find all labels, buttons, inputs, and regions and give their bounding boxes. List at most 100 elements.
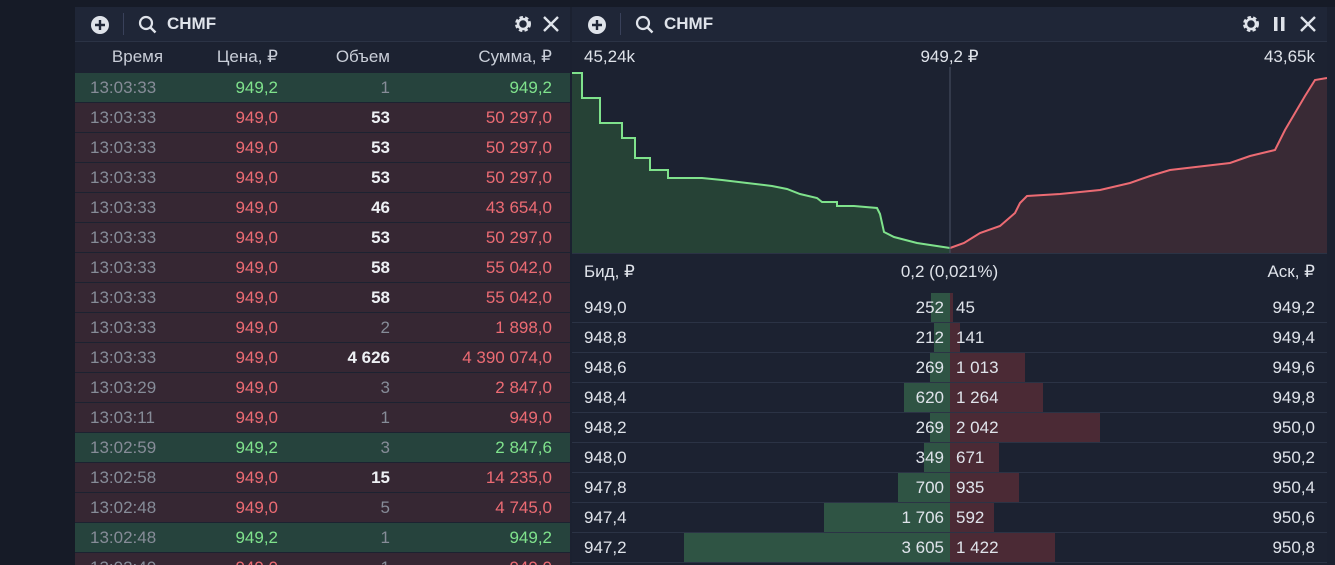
bid-volume: 700 xyxy=(915,478,944,497)
trade-sum: 50 297,0 xyxy=(485,168,552,187)
trade-volume: 5 xyxy=(380,498,390,517)
trade-time: 13:03:33 xyxy=(90,228,157,247)
trade-row: 13:03:11 949,0 1 949,0 xyxy=(75,403,570,433)
trade-sum: 4 390 074,0 xyxy=(462,348,552,367)
ticker[interactable]: CHMF xyxy=(664,14,714,33)
ask-volume: 45 xyxy=(956,298,975,317)
trade-sum: 1 898,0 xyxy=(495,318,552,337)
orderbook-panel: CHMF 45,24k 949,2 ₽ 43,65k Бид, ₽ 0,2 (0… xyxy=(572,7,1327,565)
ask-volume-bar xyxy=(950,503,994,532)
bid-depth-line xyxy=(572,72,951,249)
bid-volume-bar xyxy=(684,533,950,562)
trade-sum: 50 297,0 xyxy=(485,108,552,127)
ticker[interactable]: CHMF xyxy=(167,14,217,33)
column-header: Цена, ₽ xyxy=(216,47,278,66)
pause-icon[interactable] xyxy=(1270,15,1288,33)
trade-volume: 4 626 xyxy=(347,348,390,367)
bid-price: 947,4 xyxy=(584,508,627,527)
trade-price: 949,2 xyxy=(235,78,278,97)
bid-volume-bar xyxy=(898,473,950,502)
top-strip xyxy=(0,0,1335,7)
trade-time: 13:02:48 xyxy=(90,498,157,517)
trade-sum: 50 297,0 xyxy=(485,138,552,157)
ask-volume: 1 264 xyxy=(956,388,999,407)
bid-volume: 1 706 xyxy=(901,508,944,527)
bid-volume: 269 xyxy=(915,358,944,377)
orderbook-row: 948,6 269 1 013 949,6 xyxy=(572,353,1327,383)
bid-volume: 349 xyxy=(915,448,944,467)
trade-row: 13:03:29 949,0 3 2 847,0 xyxy=(75,373,570,403)
trade-price: 949,0 xyxy=(235,498,278,517)
mid-price: 949,2 ₽ xyxy=(920,47,979,66)
bid-price: 948,6 xyxy=(584,358,627,377)
ask-header: Аск, ₽ xyxy=(1267,262,1315,281)
settings-icon[interactable] xyxy=(1241,14,1261,34)
close-icon[interactable] xyxy=(542,15,560,33)
column-header: Время xyxy=(111,47,164,66)
trade-sum: 4 745,0 xyxy=(495,498,552,517)
trade-sum: 2 847,0 xyxy=(495,378,552,397)
panel-header: CHMF xyxy=(572,7,1327,42)
settings-icon[interactable] xyxy=(513,14,533,34)
panel-header: CHMF xyxy=(75,7,570,42)
trade-price: 949,0 xyxy=(235,228,278,247)
depth-chart xyxy=(572,67,1327,253)
trade-price: 949,0 xyxy=(235,258,278,277)
trade-time: 13:02:58 xyxy=(90,468,157,487)
trade-sum: 43 654,0 xyxy=(485,198,552,217)
ask-price: 950,2 xyxy=(1272,448,1315,467)
trade-volume: 1 xyxy=(381,553,390,565)
trade-row: 13:03:33 949,0 53 50 297,0 xyxy=(75,133,570,163)
trade-volume: 3 xyxy=(380,378,390,397)
bid-volume: 252 xyxy=(915,298,944,317)
ask-volume-bar xyxy=(950,443,1000,472)
trades-panel: CHMF Время Цена, ₽ Объем Сумма, ₽ 13:03:33 9… xyxy=(75,7,570,565)
ask-price: 949,6 xyxy=(1272,358,1315,377)
bid-header: Бид, ₽ xyxy=(584,262,635,281)
trade-volume: 53 xyxy=(371,108,390,127)
add-icon[interactable] xyxy=(587,15,607,35)
bid-volume-bar xyxy=(924,443,950,472)
trade-row: 13:02:40 949,0 1 949,0 xyxy=(75,553,570,565)
search-icon[interactable] xyxy=(138,15,158,35)
trade-volume: 58 xyxy=(371,258,390,277)
trade-row: 13:03:33 949,0 4 626 4 390 074,0 xyxy=(75,343,570,373)
ask-depth-line xyxy=(949,77,1327,249)
trade-volume: 53 xyxy=(371,228,390,247)
bid-volume: 620 xyxy=(915,388,944,407)
add-icon[interactable] xyxy=(90,15,110,35)
ask-volume: 671 xyxy=(956,448,985,467)
bid-price: 949,0 xyxy=(584,298,627,317)
trade-row: 13:03:33 949,0 53 50 297,0 xyxy=(75,103,570,133)
orderbook-rows: 949,0 252 45 949,2 948,8 212 141 949,4 948,6 269 1… xyxy=(572,293,1327,565)
trades-list: 13:03:33 949,2 1 949,2 13:03:33 949,0 53 50 297… xyxy=(75,73,570,565)
trade-sum: 50 297,0 xyxy=(485,228,552,247)
bid-volume: 269 xyxy=(915,418,944,437)
trade-price: 949,2 xyxy=(235,438,278,457)
trade-row: 13:03:33 949,0 53 50 297,0 xyxy=(75,163,570,193)
ask-depth-area xyxy=(950,78,1327,253)
column-headers: Время Цена, ₽ Объем Сумма, ₽ xyxy=(75,42,570,72)
trade-time: 13:02:40 xyxy=(90,553,156,565)
bid-volume-bar xyxy=(904,383,950,412)
trade-row: 13:03:33 949,0 58 55 042,0 xyxy=(75,253,570,283)
trade-price: 949,0 xyxy=(235,408,278,427)
search-icon[interactable] xyxy=(635,15,655,35)
trade-volume: 53 xyxy=(371,168,390,187)
bid-volume-bar xyxy=(930,353,950,382)
orderbook-row: 948,4 620 1 264 949,8 xyxy=(572,383,1327,413)
bid-price: 948,2 xyxy=(584,418,627,437)
ask-volume: 2 042 xyxy=(956,418,999,437)
trade-row: 13:02:59 949,2 3 2 847,6 xyxy=(75,433,570,463)
trade-volume: 1 xyxy=(380,408,390,427)
trade-time: 13:03:33 xyxy=(90,78,157,97)
trade-time: 13:03:33 xyxy=(90,348,157,367)
close-icon[interactable] xyxy=(1299,15,1317,33)
bid-price: 948,8 xyxy=(584,328,627,347)
trade-sum: 949,0 xyxy=(509,553,552,565)
trade-time: 13:02:48 xyxy=(90,528,157,547)
orderbook-row: 948,0 349 671 950,2 xyxy=(572,443,1327,473)
bid-depth-area xyxy=(572,73,950,253)
trade-volume: 3 xyxy=(380,438,390,457)
ask-volume-bar xyxy=(950,533,1055,562)
